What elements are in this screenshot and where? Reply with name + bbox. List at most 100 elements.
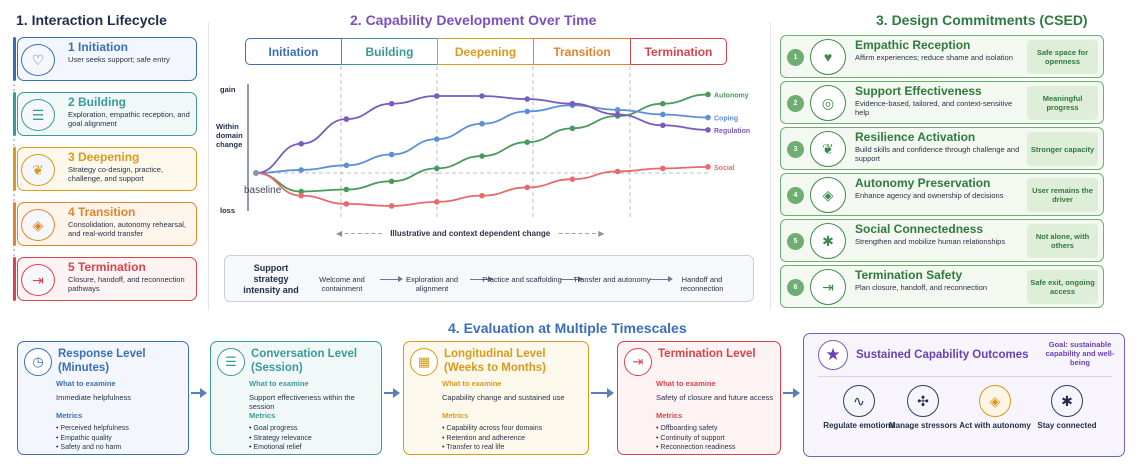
series-point <box>614 107 621 113</box>
series-point <box>343 201 350 207</box>
examine-text: Support effectiveness within the session <box>249 393 355 411</box>
metrics-list: • Offboarding safety • Continuity of supp… <box>656 424 736 453</box>
commitment-card[interactable]: 5 ✱ Social Connectedness Strengthen and mob… <box>780 219 1104 262</box>
outcome-label: Stay connected <box>1037 421 1097 430</box>
phase-tab[interactable]: Termination <box>630 38 727 65</box>
commitment-card[interactable]: 6 ⇥ Termination Safety Plan closure, handof… <box>780 265 1104 308</box>
series-point <box>705 114 711 121</box>
metrics-label: Metrics <box>249 411 276 420</box>
bullet-icon: • <box>249 444 254 451</box>
metric-text: Capability across four domains <box>446 425 543 432</box>
metric-text: Goal progress <box>253 425 298 432</box>
lifecycle-stage-bar <box>13 147 16 191</box>
lifecycle-stage-bar <box>13 37 16 81</box>
wave-icon: ∿ <box>843 385 875 417</box>
outcomes-divider <box>818 376 1112 377</box>
arrow-left-icon: ◀ – – – – – – <box>336 229 383 238</box>
examine-text: Capability change and sustained use <box>442 393 565 402</box>
evaluation-level-card[interactable]: ⇥ Termination Level What to examine Safety … <box>617 341 781 455</box>
commitment-card[interactable]: 1 ♥ Empathic Reception Affirm experiences; … <box>780 35 1104 78</box>
series-point <box>479 93 485 99</box>
metric-item: • Continuity of support <box>656 434 736 444</box>
series-point <box>434 93 440 99</box>
metrics-label: Metrics <box>442 411 469 420</box>
star-icon: ★ <box>818 340 848 370</box>
commitment-outcome: Stronger capacity <box>1027 132 1098 166</box>
evaluation-level-name: Longitudinal Level (Weeks to Months) <box>444 348 547 374</box>
lifecycle-stage-name: 3 Deepening <box>68 150 140 164</box>
commitment-card[interactable]: 2 ◎ Support Effectiveness Evidence-based, t… <box>780 81 1104 124</box>
commitment-name: Resilience Activation <box>855 130 976 144</box>
commitment-name: Social Connectedness <box>855 222 984 236</box>
evaluation-level-card[interactable]: ◷ Response Level (Minutes) What to examine… <box>17 341 189 455</box>
what-to-examine-label: What to examine <box>56 379 116 388</box>
commitment-number: 6 <box>787 279 804 296</box>
outcome-item: ◈ Act with autonomy <box>958 385 1032 431</box>
development-title: 2. Capability Development Over Time <box>350 12 597 28</box>
evaluation-level-card[interactable]: ☰ Conversation Level (Session) What to exa… <box>210 341 382 455</box>
commitment-outcome: Not alone, with others <box>1027 224 1098 258</box>
series-point <box>660 100 666 107</box>
origin-point <box>253 170 259 176</box>
metric-text: Safety and no harm <box>60 444 122 451</box>
commitment-number: 5 <box>787 233 804 250</box>
series-point <box>569 176 576 182</box>
commitment-name: Autonomy Preservation <box>855 176 991 190</box>
lifecycle-stage-card[interactable]: ⇥ 5 Termination Closure, handoff, and reco… <box>17 257 197 301</box>
series-label: Social <box>714 165 735 172</box>
evaluation-level-name: Response Level (Minutes) <box>58 348 146 374</box>
hearts-icon: ♡ <box>21 44 55 76</box>
lifecycle-stage-card[interactable]: ♡ 1 Initiation User seeks support; safe en… <box>17 37 197 81</box>
commitment-card[interactable]: 4 ◈ Autonomy Preservation Enhance agency an… <box>780 173 1104 216</box>
metrics-list: • Perceived helpfulness • Empathic qualit… <box>56 424 129 453</box>
exit-door-icon: ⇥ <box>810 269 846 305</box>
lifecycle-stage-name: 1 Initiation <box>68 40 128 54</box>
exit-door-icon: ⇥ <box>624 348 652 376</box>
series-label: Coping <box>714 116 738 123</box>
bullet-icon: • <box>442 434 447 442</box>
lifecycle-stage-name: 4 Transition <box>68 205 136 219</box>
series-line <box>255 104 709 174</box>
metric-item: • Offboarding safety <box>656 424 736 434</box>
commitment-desc: Evidence-based, tailored, and context-se… <box>855 99 1013 117</box>
phase-tab[interactable]: Transition <box>533 38 631 65</box>
lifecycle-stage-name: 5 Termination <box>68 260 146 274</box>
series-point <box>388 203 395 209</box>
outcomes-title: Sustained Capability Outcomes <box>856 349 1029 361</box>
phase-tab[interactable]: Building <box>341 38 438 65</box>
series-label: Autonomy <box>714 92 749 99</box>
lifecycle-stage-bar <box>13 257 16 301</box>
flow-arrow <box>591 388 614 398</box>
metric-item: • Retention and adherence <box>442 434 542 444</box>
metric-item: • Perceived helpfulness <box>56 424 129 434</box>
evaluation-level-card[interactable]: ▦ Longitudinal Level (Weeks to Months) Wha… <box>403 341 589 455</box>
phase-tab[interactable]: Deepening <box>437 38 534 65</box>
series-point <box>660 122 666 129</box>
lifecycle-stage-bar <box>13 92 16 136</box>
series-point <box>434 165 440 172</box>
strategy-arrow <box>560 275 583 283</box>
lifecycle-stage-card[interactable]: ◈ 4 Transition Consolidation, autonomy reh… <box>17 202 197 246</box>
evaluation-level-name: Termination Level <box>658 348 756 360</box>
bullet-icon: • <box>656 425 661 432</box>
commitment-name: Termination Safety <box>855 268 963 282</box>
metric-text: Emotional relief <box>253 444 302 451</box>
capability-chart: Autonomy Coping Regulation Social <box>247 66 750 218</box>
commitment-number: 2 <box>787 95 804 112</box>
commitment-card[interactable]: 3 ❦ Resilience Activation Build skills and … <box>780 127 1104 170</box>
metric-item: • Empathic quality <box>56 434 129 444</box>
lifecycle-stage-card[interactable]: ☰ 2 Building Exploration, empathic recepti… <box>17 92 197 136</box>
lifecycle-stage-card[interactable]: ❦ 3 Deepening Strategy co-design, practice… <box>17 147 197 191</box>
commitments-title: 3. Design Commitments (CSED) <box>876 12 1088 28</box>
series-point <box>524 96 530 102</box>
bullet-icon: • <box>56 434 61 442</box>
evaluation-title: 4. Evaluation at Multiple Timescales <box>448 320 687 336</box>
flow-arrow <box>191 388 207 398</box>
y-gain-label: gain <box>220 85 236 94</box>
series-point <box>434 136 440 142</box>
divider-right <box>770 22 771 310</box>
lifecycle-stage-bar <box>13 202 16 246</box>
series-point <box>343 186 350 193</box>
phase-tab[interactable]: Initiation <box>245 38 342 65</box>
metric-item: • Emotional relief <box>249 443 312 453</box>
